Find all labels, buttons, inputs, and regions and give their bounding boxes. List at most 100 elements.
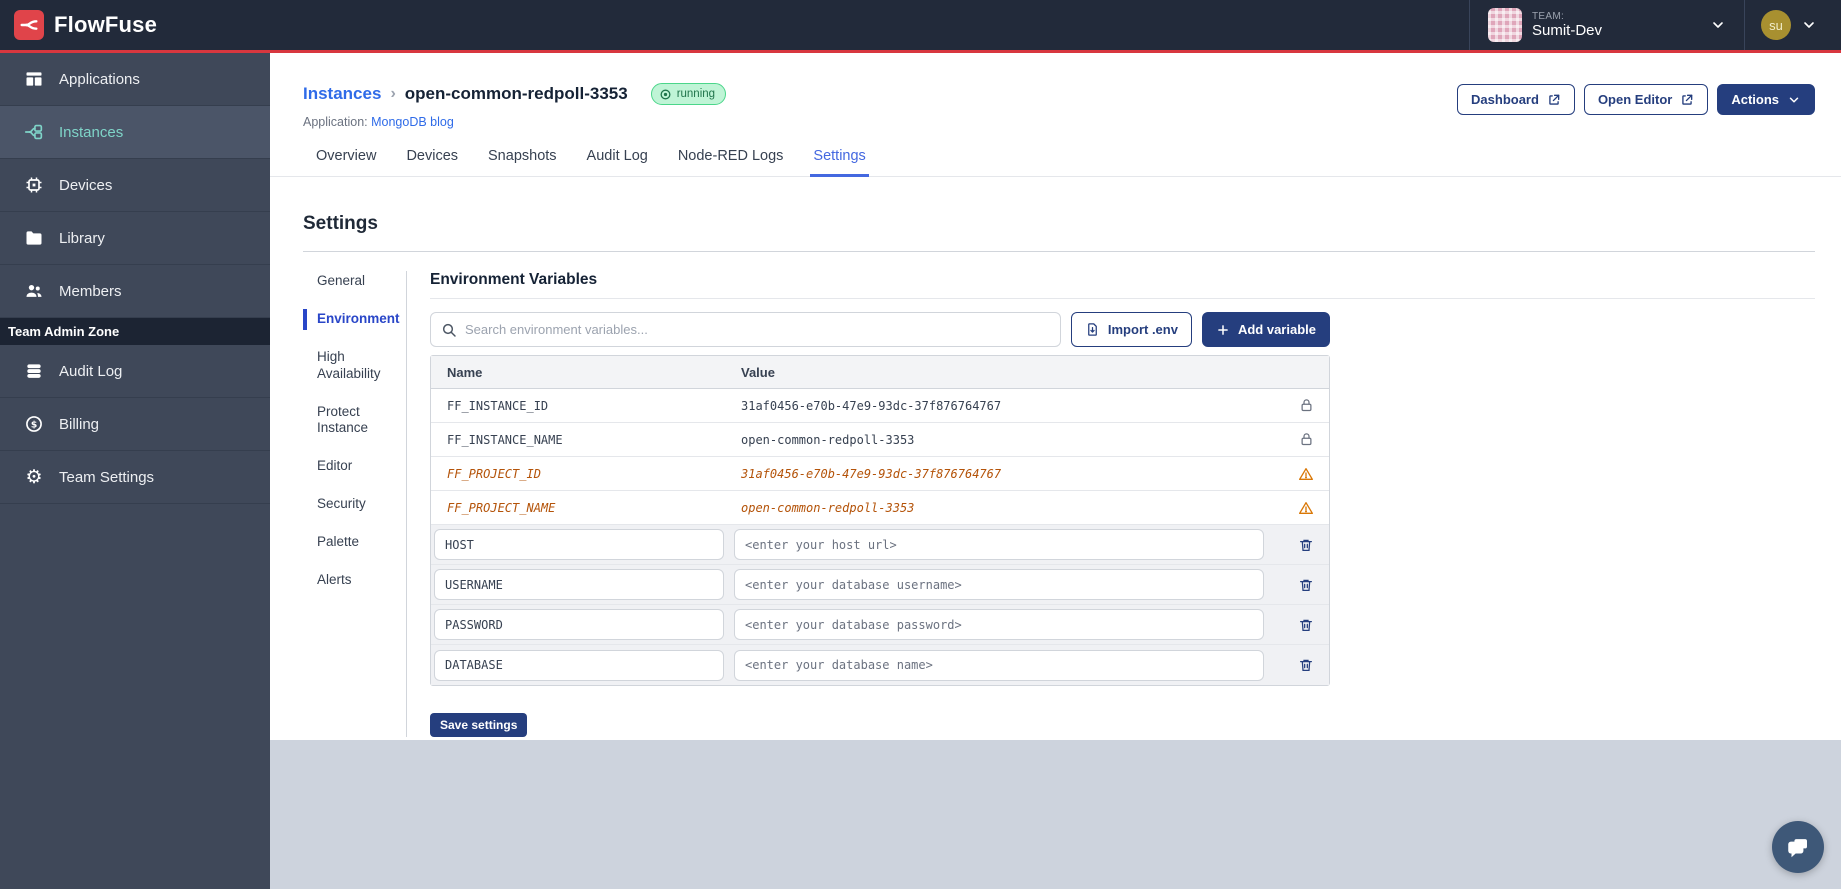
env-name-input[interactable] (434, 609, 724, 640)
team-label: TEAM: (1532, 10, 1565, 22)
navbar-right: TEAM: Sumit-Dev su (1469, 0, 1831, 50)
subnav-alerts[interactable]: Alerts (317, 571, 352, 587)
delete-variable-button[interactable] (1296, 535, 1316, 555)
team-selector[interactable]: TEAM: Sumit-Dev (1469, 0, 1744, 50)
sidebar-item-team-settings[interactable]: ⚙ Team Settings (0, 451, 270, 504)
table-row-editable (431, 605, 1329, 645)
tab-audit-log[interactable]: Audit Log (586, 148, 648, 164)
table-row: FF_INSTANCE_ID 31af0456-e70b-47e9-93dc-3… (431, 389, 1329, 423)
sidebar: Applications Instances Devices Library (0, 53, 270, 889)
delete-variable-button[interactable] (1296, 575, 1316, 595)
chat-widget-button[interactable] (1772, 821, 1824, 873)
tab-settings[interactable]: Settings (800, 148, 878, 177)
env-value-input[interactable] (734, 649, 1264, 681)
table-header: Name Value (431, 356, 1329, 389)
tab-snapshots[interactable]: Snapshots (488, 148, 557, 164)
env-value: open-common-redpoll-3353 (741, 500, 915, 515)
add-variable-button[interactable]: Add variable (1201, 312, 1330, 347)
flowfuse-logo-icon (14, 10, 44, 40)
brand[interactable]: FlowFuse (14, 10, 157, 40)
env-value-input[interactable] (734, 569, 1264, 600)
sidebar-item-audit-log[interactable]: Audit Log (0, 345, 270, 398)
env-name-input[interactable] (434, 649, 724, 681)
table-row-editable (431, 565, 1329, 605)
settings-subnav: General Environment High Availability Pr… (303, 271, 407, 737)
env-name: FF_PROJECT_NAME (447, 500, 556, 515)
env-value-input[interactable] (734, 609, 1264, 640)
svg-text:$: $ (31, 419, 37, 430)
subnav-environment[interactable]: Environment (303, 308, 407, 330)
footer-area (270, 740, 1841, 889)
applications-icon (23, 68, 45, 90)
instances-icon (23, 121, 45, 143)
warning-icon (1299, 501, 1313, 514)
trash-icon (1300, 539, 1312, 551)
trash-icon (1300, 619, 1312, 631)
import-file-icon (1088, 323, 1097, 336)
sidebar-item-label: Instances (59, 123, 124, 141)
sidebar-item-label: Applications (59, 70, 140, 88)
user-avatar: su (1761, 10, 1791, 40)
subnav-protect-instance[interactable]: Protect Instance (317, 403, 369, 436)
gear-icon: ⚙ (25, 466, 43, 488)
env-value-input[interactable] (734, 529, 1264, 560)
divider (430, 298, 1815, 299)
folder-icon (23, 227, 45, 249)
user-menu[interactable]: su (1745, 10, 1831, 40)
plus-icon (1218, 324, 1228, 335)
sidebar-item-label: Library (59, 229, 105, 247)
env-name: FF_PROJECT_ID (447, 466, 541, 481)
subnav-security[interactable]: Security (317, 496, 366, 512)
subnav-palette[interactable]: Palette (317, 534, 360, 549)
dashboard-button[interactable]: Dashboard (1457, 84, 1575, 115)
save-settings-button[interactable]: Save settings (430, 713, 528, 737)
instance-tabs: Overview Devices Snapshots Audit Log Nod… (270, 148, 1841, 177)
env-name: FF_INSTANCE_ID (447, 398, 549, 413)
subnav-general[interactable]: General (317, 273, 366, 288)
team-avatar (1488, 8, 1522, 42)
actions-button[interactable]: Actions (1717, 84, 1815, 115)
subnav-editor[interactable]: Editor (317, 458, 353, 474)
tab-devices[interactable]: Devices (406, 148, 459, 164)
env-name-input[interactable] (434, 569, 724, 600)
header-actions: Dashboard Open Editor Actions (1457, 84, 1815, 115)
column-header-value: Value (741, 364, 775, 380)
open-editor-button[interactable]: Open Editor (1583, 84, 1709, 115)
column-header-name: Name (447, 364, 483, 380)
table-row-deprecated: FF_PROJECT_ID 31af0456-e70b-47e9-93dc-37… (431, 457, 1329, 491)
external-link-icon (1549, 94, 1560, 105)
sidebar-item-applications[interactable]: Applications (0, 53, 270, 106)
delete-variable-button[interactable] (1296, 615, 1316, 635)
application-line: Application: MongoDB blog (303, 115, 1815, 129)
search-input[interactable] (465, 322, 1050, 337)
sidebar-item-billing[interactable]: $ Billing (0, 398, 270, 451)
subnav-high-availability[interactable]: High Availability (317, 348, 381, 381)
warning-icon (1299, 467, 1313, 480)
sidebar-item-members[interactable]: Members (0, 265, 270, 318)
top-navbar: FlowFuse TEAM: Sumit-Dev su (0, 0, 1841, 50)
application-link[interactable]: MongoDB blog (371, 115, 454, 129)
chat-icon (1788, 837, 1809, 858)
page-header: Instances › open-common-redpoll-3353 run… (270, 53, 1841, 129)
dollar-icon: $ (23, 413, 45, 435)
env-value: 31af0456-e70b-47e9-93dc-37f876764767 (741, 398, 1002, 413)
tab-overview[interactable]: Overview (316, 148, 377, 164)
lock-icon (1301, 433, 1311, 446)
settings-title: Settings (303, 213, 378, 234)
env-name-input[interactable] (434, 529, 724, 560)
status-text: running (676, 88, 716, 100)
sidebar-item-devices[interactable]: Devices (0, 159, 270, 212)
sidebar-item-library[interactable]: Library (0, 212, 270, 265)
status-badge: running (650, 83, 727, 105)
chevron-down-icon (1804, 22, 1814, 28)
import-env-button[interactable]: Import .env (1070, 312, 1192, 347)
breadcrumb: Instances › open-common-redpoll-3353 run… (303, 83, 1815, 105)
delete-variable-button[interactable] (1296, 655, 1316, 675)
team-name: Sumit-Dev (1532, 22, 1603, 40)
sidebar-item-instances[interactable]: Instances (0, 106, 270, 159)
navbar-divider (1744, 0, 1745, 50)
tab-node-red-logs[interactable]: Node-RED Logs (677, 148, 784, 164)
database-icon (23, 360, 45, 382)
breadcrumb-instances-link[interactable]: Instances (303, 84, 382, 103)
